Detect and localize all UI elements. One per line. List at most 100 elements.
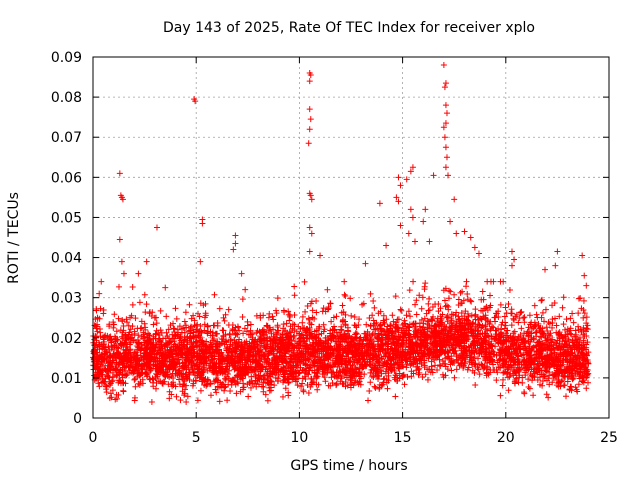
data-point bbox=[308, 375, 315, 382]
data-point bbox=[447, 288, 454, 295]
data-point bbox=[343, 353, 350, 360]
data-point bbox=[410, 278, 417, 285]
data-point bbox=[196, 313, 203, 320]
data-point bbox=[483, 372, 490, 379]
data-point bbox=[148, 398, 155, 405]
data-point bbox=[280, 321, 287, 328]
data-point bbox=[117, 327, 124, 334]
data-point bbox=[266, 310, 273, 317]
data-point bbox=[540, 330, 547, 337]
data-point bbox=[361, 371, 368, 378]
data-point bbox=[508, 322, 515, 329]
data-point bbox=[285, 379, 292, 386]
data-point bbox=[570, 319, 577, 326]
data-point bbox=[403, 312, 410, 319]
data-point bbox=[555, 330, 562, 337]
data-point bbox=[489, 323, 496, 330]
data-point bbox=[418, 316, 425, 323]
data-point bbox=[505, 387, 512, 394]
data-point bbox=[247, 321, 254, 328]
data-point bbox=[482, 322, 489, 329]
data-point bbox=[525, 333, 532, 340]
data-point bbox=[569, 368, 576, 375]
data-point bbox=[132, 315, 139, 322]
data-point bbox=[487, 302, 494, 309]
data-point bbox=[280, 325, 287, 332]
data-point bbox=[451, 374, 458, 381]
data-point bbox=[413, 297, 420, 304]
data-point bbox=[347, 381, 354, 388]
data-point bbox=[505, 301, 512, 308]
data-point bbox=[575, 310, 582, 317]
data-point bbox=[443, 302, 450, 309]
data-point bbox=[424, 376, 431, 383]
data-point bbox=[338, 327, 345, 334]
data-point bbox=[213, 389, 220, 396]
data-point bbox=[441, 360, 448, 367]
data-point bbox=[224, 356, 231, 363]
chart-title: Day 143 of 2025, Rate Of TEC Index for r… bbox=[163, 20, 535, 36]
data-point bbox=[166, 339, 173, 346]
data-point bbox=[341, 291, 348, 298]
data-point bbox=[497, 392, 504, 399]
data-point bbox=[153, 327, 160, 334]
data-point bbox=[562, 393, 569, 400]
data-point bbox=[537, 381, 544, 388]
data-point bbox=[320, 321, 327, 328]
data-point bbox=[245, 393, 252, 400]
data-point bbox=[513, 311, 520, 318]
data-point bbox=[418, 305, 425, 312]
data-point bbox=[216, 398, 223, 405]
data-point bbox=[262, 391, 269, 398]
data-point bbox=[392, 293, 399, 300]
data-point bbox=[559, 304, 566, 311]
data-point bbox=[533, 328, 540, 335]
data-point bbox=[531, 302, 538, 309]
data-point bbox=[222, 311, 229, 318]
data-point bbox=[150, 321, 157, 328]
data-point bbox=[286, 317, 293, 324]
data-point bbox=[415, 371, 422, 378]
data-point bbox=[572, 384, 579, 391]
data-point bbox=[330, 314, 337, 321]
data-point bbox=[232, 330, 239, 337]
data-point bbox=[150, 383, 157, 390]
data-point bbox=[497, 278, 504, 285]
data-point bbox=[295, 339, 302, 346]
data-point bbox=[334, 363, 341, 370]
data-point bbox=[407, 313, 414, 320]
data-point bbox=[375, 330, 382, 337]
data-point bbox=[521, 319, 528, 326]
data-point bbox=[315, 331, 322, 338]
data-point bbox=[313, 309, 320, 316]
data-point bbox=[129, 301, 136, 308]
data-point bbox=[472, 382, 479, 389]
data-point bbox=[129, 284, 136, 291]
data-point bbox=[222, 377, 229, 384]
data-point bbox=[184, 393, 191, 400]
data-point bbox=[115, 283, 122, 290]
data-point bbox=[249, 358, 256, 365]
data-point bbox=[216, 305, 223, 312]
data-point bbox=[476, 371, 483, 378]
data-point bbox=[239, 296, 246, 303]
data-point bbox=[344, 327, 351, 334]
data-point bbox=[291, 283, 298, 290]
data-point bbox=[264, 397, 271, 404]
data-point bbox=[111, 311, 118, 318]
data-point bbox=[426, 295, 433, 302]
data-point bbox=[165, 335, 172, 342]
data-point bbox=[366, 387, 373, 394]
data-point bbox=[580, 314, 587, 321]
data-point bbox=[416, 365, 423, 372]
data-point bbox=[508, 306, 515, 313]
data-point bbox=[283, 320, 290, 327]
data-point bbox=[434, 318, 441, 325]
data-point bbox=[457, 289, 464, 296]
data-point bbox=[387, 346, 394, 353]
data-point bbox=[390, 334, 397, 341]
data-point bbox=[151, 314, 158, 321]
data-point bbox=[207, 392, 214, 399]
data-point bbox=[279, 393, 286, 400]
data-point bbox=[392, 393, 399, 400]
